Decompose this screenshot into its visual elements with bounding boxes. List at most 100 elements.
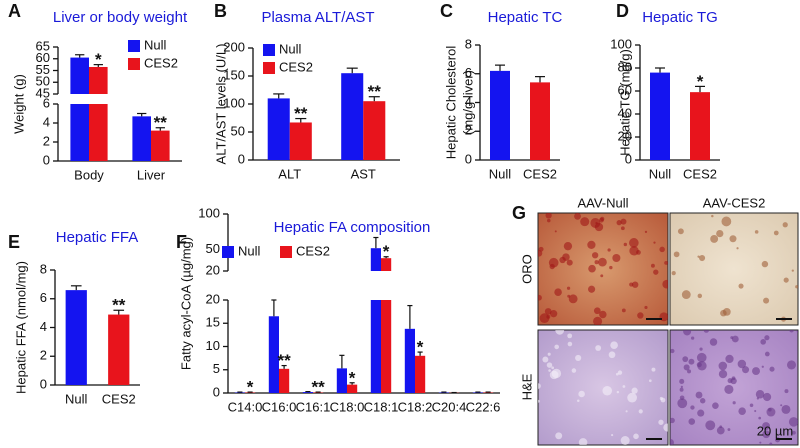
y-tick-label: 100 — [610, 36, 632, 51]
texture-dot — [658, 419, 664, 425]
bar — [267, 98, 290, 160]
texture-dot — [761, 365, 764, 368]
y-tick-label: 6 — [465, 65, 472, 80]
x-tick-label: C16:1 — [296, 399, 331, 414]
texture-dot — [546, 314, 551, 319]
texture-dot — [600, 274, 604, 278]
significance: * — [417, 338, 424, 357]
y-tick-label: 0 — [238, 151, 245, 166]
texture-dot — [653, 241, 656, 244]
texture-dot — [690, 405, 695, 410]
texture-dot — [609, 265, 613, 270]
texture-dot — [683, 330, 692, 336]
x-tick-label: C22:6 — [466, 399, 501, 414]
texture-dot — [648, 379, 652, 383]
legend-swatch — [128, 58, 140, 70]
bar — [151, 130, 170, 161]
texture-dot — [542, 356, 549, 363]
texture-dot — [769, 366, 775, 372]
bar — [108, 314, 130, 385]
y-tick-label: 65 — [36, 38, 50, 53]
texture-dot — [718, 369, 728, 379]
oro-null-image — [537, 212, 669, 326]
texture-dot — [781, 404, 791, 414]
texture-dot — [699, 347, 703, 351]
texture-dot — [623, 242, 628, 247]
oro-ces2-image — [669, 212, 799, 326]
texture-dot — [625, 410, 628, 413]
texture-dot — [593, 316, 603, 325]
texture-dot — [549, 310, 558, 318]
bar — [70, 104, 89, 161]
texture-dot — [650, 263, 655, 268]
column-label: AAV-Null — [577, 195, 628, 210]
texture — [671, 214, 798, 322]
texture-dot — [631, 281, 639, 288]
y-tick-label: 4 — [43, 114, 50, 129]
significance: ** — [277, 351, 291, 370]
texture-dot — [580, 217, 590, 227]
texture-dot — [699, 254, 706, 262]
y-tick-label: 100 — [223, 95, 245, 110]
texture-dot — [758, 416, 762, 420]
x-tick-label: CES2 — [683, 166, 717, 181]
y-axis-label: ALT/AST levels (U/L) — [213, 44, 228, 165]
x-tick-label: AST — [351, 166, 376, 181]
texture-dot — [730, 336, 734, 340]
texture-dot — [637, 312, 644, 319]
texture-dot — [612, 253, 621, 263]
texture-dot — [681, 290, 691, 299]
texture-dot — [662, 279, 668, 289]
y-axis-label: (mg/g liver) — [460, 70, 475, 135]
texture-dot — [721, 216, 732, 227]
bar — [336, 368, 347, 393]
chart-title: Liver or body weight — [53, 9, 188, 26]
texture-dot — [732, 401, 736, 405]
texture-dot — [795, 285, 798, 289]
he-ces2-image — [669, 329, 799, 446]
texture-dot — [599, 310, 607, 319]
significance: * — [697, 72, 704, 91]
panel-letter: A — [8, 1, 21, 21]
texture-dot — [705, 420, 716, 431]
texture-dot — [594, 222, 604, 232]
y-tick-label: 0 — [213, 384, 220, 399]
texture-dot — [538, 294, 542, 301]
texture-dot — [699, 398, 706, 404]
x-tick-label: C20:4 — [432, 399, 467, 414]
y-tick-label: 20 — [206, 262, 220, 277]
texture-dot — [696, 352, 707, 363]
significance: * — [349, 368, 356, 387]
legend-label: CES2 — [296, 243, 330, 258]
y-tick-label: 6 — [43, 95, 50, 110]
bar — [370, 300, 381, 393]
y-axis-label: Hepatic Cholesterol — [443, 46, 458, 160]
texture-dot — [608, 351, 616, 359]
legend-label: Null — [279, 41, 302, 56]
texture-dot — [554, 230, 557, 233]
row-label: ORO — [519, 254, 534, 284]
texture-dot — [568, 294, 578, 304]
bar — [650, 72, 670, 160]
significance: * — [383, 242, 390, 261]
x-tick-label: Null — [65, 391, 88, 406]
texture-dot — [724, 384, 734, 394]
bar — [530, 82, 550, 160]
texture-dot — [680, 385, 683, 389]
texture-dot — [683, 364, 690, 371]
texture-dot — [574, 213, 581, 220]
texture-dot — [599, 217, 604, 223]
panel-letter: G — [512, 203, 526, 223]
texture-dot — [727, 378, 733, 384]
texture-dot — [711, 214, 714, 218]
legend-swatch — [263, 62, 275, 74]
row-label: H&E — [519, 373, 534, 400]
texture-dot — [571, 368, 577, 373]
y-tick-label: 2 — [465, 123, 472, 138]
y-tick-label: 4 — [40, 319, 47, 334]
texture-dot — [670, 348, 675, 354]
legend-swatch — [128, 40, 140, 52]
y-tick-label: 55 — [36, 62, 50, 77]
texture-dot — [731, 335, 739, 343]
